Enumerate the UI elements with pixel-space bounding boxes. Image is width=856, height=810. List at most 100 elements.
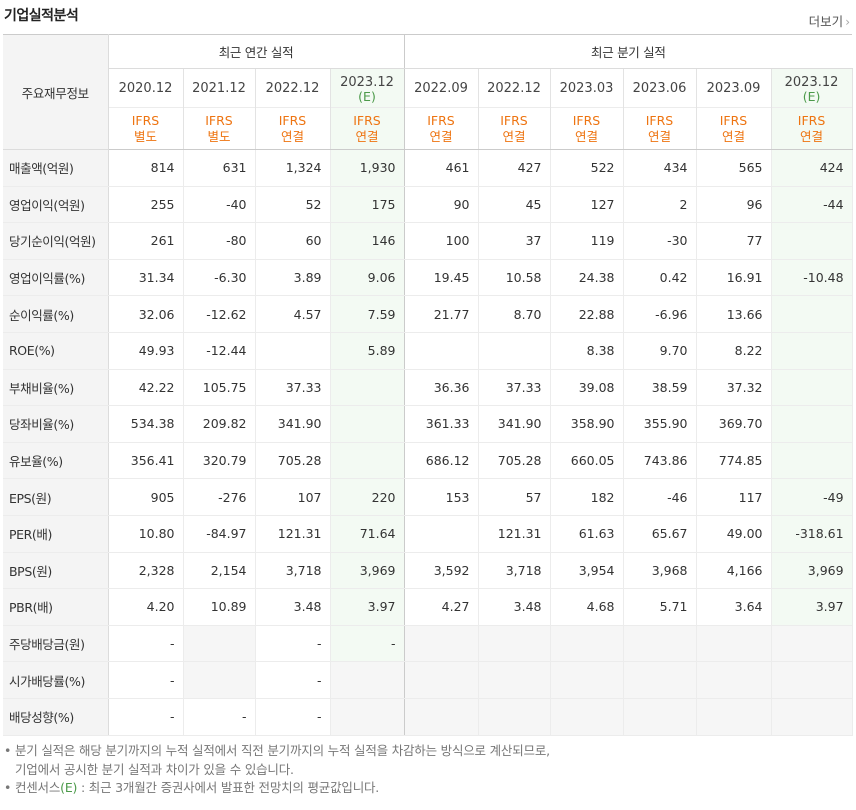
value-cell: 8.70 [478,295,551,333]
accounting-type: 별도 [207,128,231,144]
value-cell: 2,328 [108,552,184,590]
value-cell: 21.77 [404,295,479,333]
accounting-type: 연결 [647,128,671,144]
value-cell: 3,968 [623,552,697,590]
more-link[interactable]: 더보기 › [809,11,850,30]
value-cell: 361.33 [404,405,479,443]
value-cell: - [255,698,331,736]
chevron-right-icon: › [845,15,850,29]
value-cell: 57 [478,478,551,516]
value-cell [771,332,853,370]
table-row: BPS(원) 2,328 2,154 3,718 3,969 3,592 3,718 3,95… [3,552,853,590]
value-cell: 4.57 [255,295,331,333]
value-cell: 705.28 [255,442,331,480]
value-cell: 320.79 [183,442,256,480]
value-cell [696,661,772,699]
value-cell: - [330,624,405,663]
value-cell: 153 [404,478,479,516]
financial-summary-table: 주요재무정보 최근 연간 실적 최근 분기 실적 2020.12 2021.12 2… [3,34,853,736]
table-row: PER(배) 10.80 -84.97 121.31 71.64 121.31 61.63 6… [3,515,853,553]
value-cell: - [108,661,184,699]
value-cell: 4.27 [404,588,479,626]
value-cell: 209.82 [183,405,256,443]
annual-group-header: 최근 연간 실적 [108,34,405,69]
accounting-standard: IFRS 별도 [183,107,256,150]
value-cell: 37.32 [696,368,772,407]
value-cell: 8.38 [550,332,624,370]
table-row: 영업이익률(%) 31.34 -6.30 3.89 9.06 19.45 10.58 24.3… [3,258,853,297]
period-date: 2020.12 [118,80,173,96]
accounting-standard: IFRS 별도 [108,107,184,150]
row-label: 영업이익(억원) [3,186,109,224]
value-cell [183,661,256,699]
footnote-2-estimate: (E) [60,780,78,795]
accounting-type: 연결 [280,128,304,144]
value-cell: -10.48 [771,258,853,297]
period-header: 2022.12 [478,68,551,108]
value-cell: 1,930 [330,149,405,187]
value-cell: - [108,624,184,663]
footnotes: • 분기 실적은 해당 분기까지의 누적 실적에서 직전 분기까지의 누적 실적… [4,742,550,798]
table-row: 영업이익(억원) 255 -40 52 175 90 45 127 2 96 -44 [3,186,853,224]
value-cell: -84.97 [183,515,256,553]
accounting-standard: IFRS 연결 [550,107,624,150]
value-cell [330,405,405,443]
value-cell [771,624,853,663]
period-header: 2023.06 [623,68,697,108]
value-cell: 3,969 [771,552,853,590]
accounting-standard: IFRS 연결 [330,107,405,150]
value-cell: 774.85 [696,442,772,480]
footnote-1-line2: 기업에서 공시한 분기 실적과 차이가 있을 수 있습니다. [15,761,294,777]
value-cell: 3.48 [255,588,331,626]
value-cell: 4.20 [108,588,184,626]
value-cell: 814 [108,149,184,187]
value-cell: -44 [771,186,853,224]
value-cell [330,698,405,736]
value-cell: 32.06 [108,295,184,333]
value-cell [478,698,551,736]
value-cell [550,624,624,663]
value-cell: 905 [108,478,184,516]
value-cell: 10.80 [108,515,184,553]
value-cell: -6.30 [183,258,256,297]
accounting-ifrs: IFRS [645,112,674,128]
value-cell: 42.22 [108,368,184,407]
row-label: BPS(원) [3,552,109,590]
value-cell: 220 [330,478,405,516]
value-cell: 61.63 [550,515,624,553]
value-cell [550,698,624,736]
value-cell: 3.64 [696,588,772,626]
row-label: EPS(원) [3,478,109,516]
value-cell: - [255,661,331,699]
value-cell: 3,969 [330,552,405,590]
value-cell: 121.31 [255,515,331,553]
value-cell: 146 [330,222,405,260]
accounting-standard: IFRS 연결 [255,107,331,150]
value-cell: 49.93 [108,332,184,370]
period-date: 2022.12 [265,80,320,96]
value-cell [404,332,479,370]
value-cell: 686.12 [404,442,479,480]
value-cell: 743.86 [623,442,697,480]
value-cell [478,661,551,699]
accounting-ifrs: IFRS [278,112,307,128]
accounting-standard: IFRS 연결 [623,107,697,150]
value-cell [478,624,551,663]
value-cell: 3.89 [255,258,331,297]
value-cell [330,661,405,699]
value-cell [255,332,331,370]
value-cell: 119 [550,222,624,260]
value-cell [771,405,853,443]
value-cell: -318.61 [771,515,853,553]
value-cell: 3.97 [771,588,853,626]
period-header: 2023.12 (E) [771,68,853,108]
value-cell [550,661,624,699]
accounting-standard: IFRS 연결 [771,107,853,150]
value-cell: 1,324 [255,149,331,187]
row-label: 순이익률(%) [3,295,109,333]
estimate-marker: (E) [358,88,376,104]
table-row: ROE(%) 49.93 -12.44 5.89 8.38 9.70 8.22 [3,332,853,370]
value-cell [623,698,697,736]
value-cell: 24.38 [550,258,624,297]
accounting-ifrs: IFRS [427,112,455,128]
